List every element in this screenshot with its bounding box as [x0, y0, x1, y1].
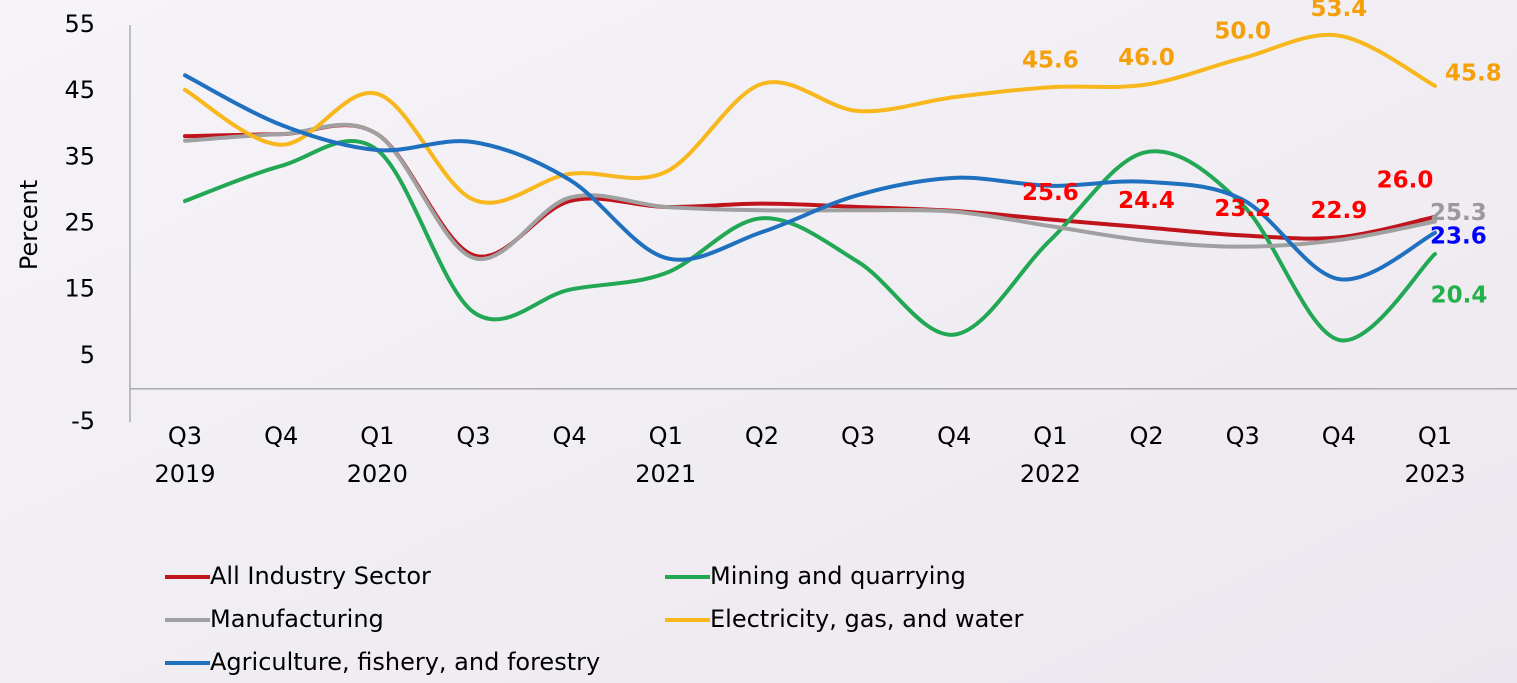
y-axis-label: Percent — [15, 180, 43, 270]
value-label: 25.3 — [1430, 200, 1487, 226]
legend-label: Mining and quarrying — [710, 562, 966, 590]
value-label: 22.9 — [1310, 198, 1367, 224]
x-tick-label: Q3 — [1226, 422, 1260, 450]
y-tick-label: 25 — [64, 209, 95, 237]
x-tick-year: 2023 — [1404, 460, 1465, 488]
x-tick-label: Q3 — [456, 422, 490, 450]
value-label: 45.6 — [1022, 48, 1079, 74]
x-tick-year: 2020 — [347, 460, 408, 488]
value-label: 26.0 — [1377, 167, 1434, 193]
y-tick-label: 15 — [64, 275, 95, 303]
x-tick-year: 2021 — [635, 460, 696, 488]
x-tick-label: Q4 — [553, 422, 587, 450]
value-label: 23.2 — [1214, 196, 1271, 222]
legend-label: Manufacturing — [210, 605, 384, 633]
x-tick-label: Q1 — [1033, 422, 1067, 450]
legend-label: Agriculture, fishery, and forestry — [210, 648, 600, 676]
legend-label: Electricity, gas, and water — [710, 605, 1023, 633]
x-tick-label: Q2 — [745, 422, 779, 450]
value-label: 46.0 — [1118, 45, 1175, 71]
value-label: 45.8 — [1445, 60, 1502, 86]
y-tick-label: -5 — [71, 407, 95, 435]
x-tick-label: Q3 — [841, 422, 875, 450]
legend-label: All Industry Sector — [210, 562, 431, 590]
x-tick-year: 2019 — [154, 460, 215, 488]
value-label: 53.4 — [1310, 0, 1367, 22]
y-tick-label: 45 — [64, 76, 95, 104]
x-tick-label: Q3 — [168, 422, 202, 450]
x-tick-year: 2022 — [1020, 460, 1081, 488]
x-tick-label: Q4 — [937, 422, 971, 450]
y-tick-label: 35 — [64, 142, 95, 170]
x-tick-label: Q1 — [649, 422, 683, 450]
value-label: 23.6 — [1430, 223, 1487, 249]
value-label: 20.4 — [1431, 282, 1488, 308]
value-label: 24.4 — [1118, 188, 1175, 214]
x-tick-label: Q1 — [360, 422, 394, 450]
y-tick-label: 5 — [80, 341, 95, 369]
value-label: 50.0 — [1214, 19, 1271, 45]
x-tick-label: Q4 — [264, 422, 298, 450]
x-tick-label: Q2 — [1129, 422, 1163, 450]
chart: Percent -5 5 15 25 35 45 55 Q3 2019 Q4 Q1 2020 Q3 Q4 Q… — [0, 0, 1517, 683]
y-tick-label: 55 — [64, 10, 95, 38]
x-tick-label: Q1 — [1418, 422, 1452, 450]
value-label: 25.6 — [1022, 180, 1079, 206]
x-tick-label: Q4 — [1322, 422, 1356, 450]
